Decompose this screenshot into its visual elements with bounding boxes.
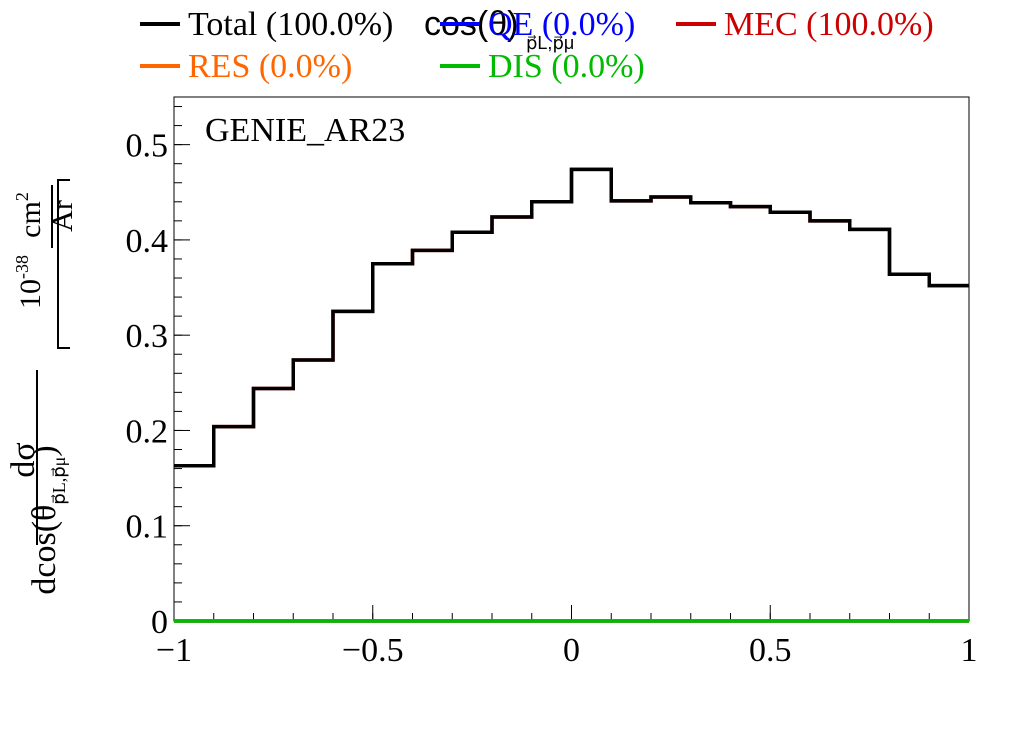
legend-label: RES (0.0%) xyxy=(188,48,352,85)
y-tick-label: 0.5 xyxy=(126,128,169,165)
y-tick-label: 0.4 xyxy=(126,223,169,260)
ylabel-units-denominator: Ar xyxy=(46,200,79,232)
y-tick-label: 0.3 xyxy=(126,318,169,355)
x-tick-label: 0.5 xyxy=(749,632,792,669)
legend-label: MEC (100.0%) xyxy=(724,6,934,43)
x-tick-label: −0.5 xyxy=(342,632,404,669)
ylabel-bracket xyxy=(57,179,70,349)
x-tick-label: 0 xyxy=(563,632,580,669)
y-tick-label: 0.2 xyxy=(126,413,169,450)
legend-label: QE (0.0%) xyxy=(488,6,635,43)
ylabel-units-exponent: 10-38 xyxy=(12,255,47,309)
legend-label: Total (100.0%) xyxy=(188,6,393,43)
ylabel-units-numerator: cm2 xyxy=(12,192,47,238)
chart-title-subscript: p⃗L,p⃗μ xyxy=(526,33,574,53)
chart-title: cos(θ) p⃗L,p⃗μ xyxy=(424,5,574,53)
x-tick-label: −1 xyxy=(156,632,192,669)
ylabel-numerator: dσ xyxy=(5,442,42,477)
y-axis-label: dcos(θp⃗L,p⃗μ) dσ 10-38 cm2 Ar xyxy=(5,179,79,595)
ylabel-denominator-close: dcos(θp⃗L,p⃗μ) xyxy=(26,445,69,594)
y-tick-label: 0 xyxy=(151,604,168,641)
series-line-total xyxy=(174,167,969,468)
y-tick-label: 0.1 xyxy=(126,509,169,546)
legend-label: DIS (0.0%) xyxy=(488,48,645,85)
legend: Total (100.0%) QE (0.0%) MEC (100.0%) RES (… xyxy=(140,6,934,85)
series-group xyxy=(174,167,969,623)
x-tick-label: 1 xyxy=(961,632,978,669)
axis-ticks: −1 −0.5 0 0.5 1 0 0.1 0.2 0.3 0.4 0.5 xyxy=(126,106,978,669)
annotation-generator: GENIE_AR23 xyxy=(205,112,405,149)
series-line-mec xyxy=(174,167,969,468)
